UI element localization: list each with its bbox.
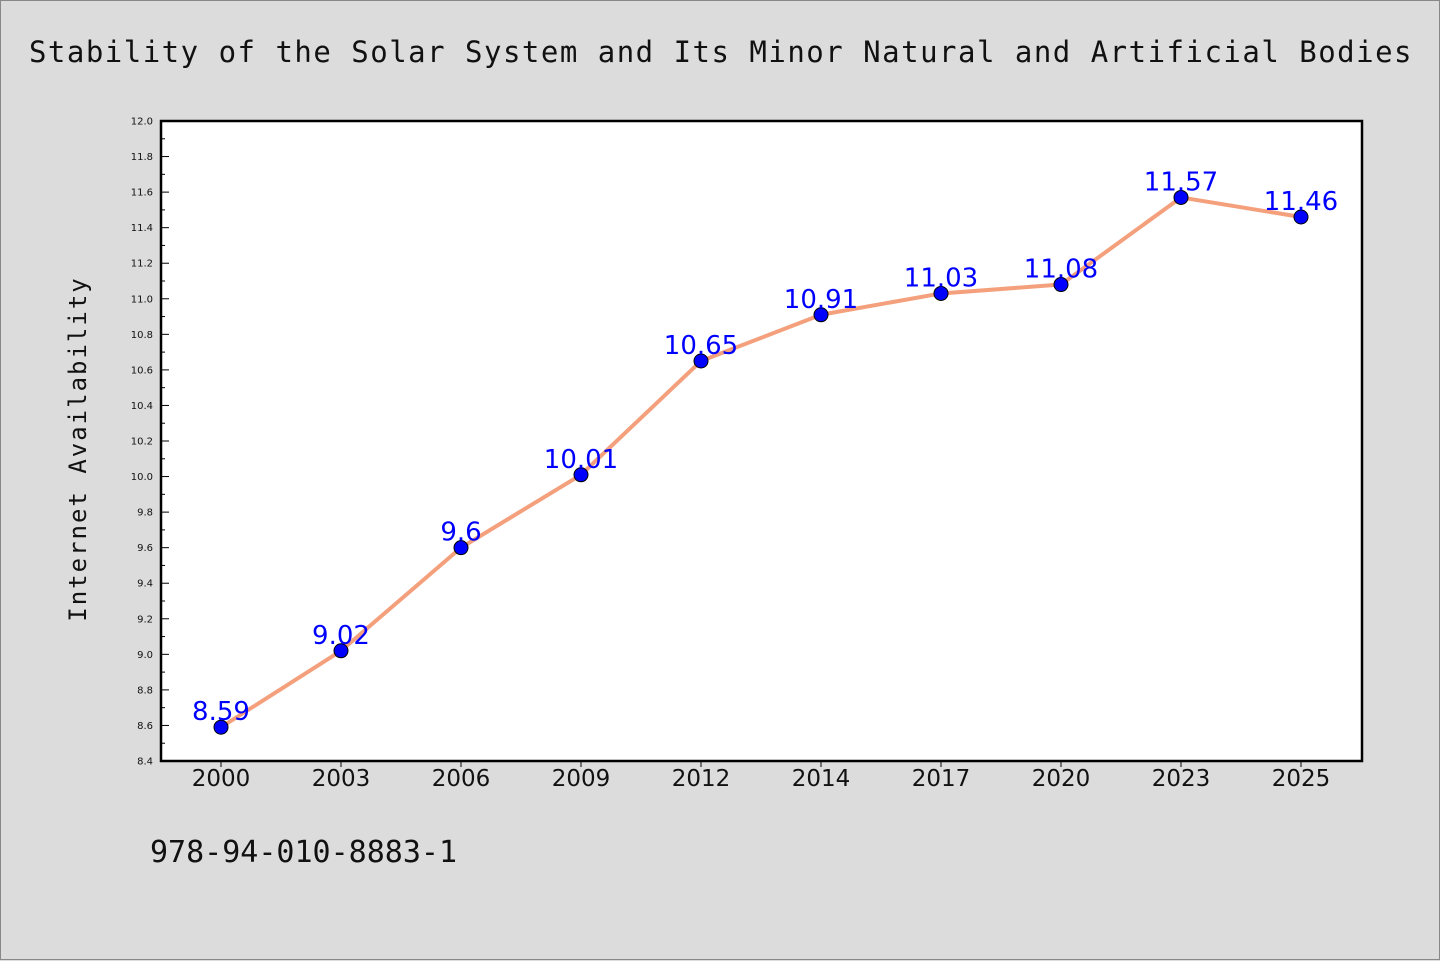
y-tick-label: 9.4 — [137, 579, 153, 590]
chart-title: Stability of the Solar System and Its Mi… — [28, 35, 1414, 69]
data-point — [1293, 209, 1309, 225]
y-axis: 8.4 8.6 8.8 9.0 9.2 9.4 9.6 9.8 10.0 10.2 10.4 10.6… — [131, 117, 169, 768]
data-point — [1053, 277, 1069, 293]
y-tick-label: 11.4 — [131, 223, 153, 234]
y-axis-title: Internet Availability — [64, 276, 92, 621]
x-tick-label: 2012 — [672, 766, 731, 792]
x-tick-label: 2003 — [312, 766, 371, 792]
y-tick-label: 10.2 — [131, 437, 153, 448]
data-point — [933, 285, 949, 301]
series-group: 8.59 9.02 9.6 10.01 10.65 10.91 11.03 11.08 11.5… — [192, 167, 1338, 735]
y-tick-label: 9.0 — [137, 650, 153, 661]
series-line — [219, 195, 1303, 730]
data-point — [1173, 189, 1189, 205]
y-tick-label: 8.4 — [137, 757, 153, 768]
y-tick-label: 10.4 — [131, 401, 153, 412]
x-tick-label: 2020 — [1032, 766, 1091, 792]
x-tick-label: 2006 — [432, 766, 491, 792]
y-tick-label: 9.8 — [137, 508, 153, 519]
x-tick-label: 2014 — [792, 766, 851, 792]
y-tick-label: 11.8 — [131, 152, 153, 163]
data-label: 11.57 — [1144, 167, 1218, 197]
x-tick-label: 2000 — [192, 766, 251, 792]
data-label: 11.03 — [904, 263, 978, 293]
data-label: 9.6 — [440, 518, 481, 548]
x-tick-label: 2009 — [552, 766, 611, 792]
y-tick-label: 11.0 — [131, 294, 153, 305]
x-tick-label: 2023 — [1152, 766, 1211, 792]
data-point — [453, 540, 469, 556]
data-point — [813, 307, 829, 323]
data-label: 8.59 — [192, 697, 250, 727]
y-tick-label: 11.2 — [131, 259, 153, 270]
data-label: 11.46 — [1264, 187, 1338, 217]
data-point — [213, 719, 229, 735]
y-tick-label: 8.6 — [137, 721, 153, 732]
data-point — [333, 643, 349, 659]
y-tick-label: 10.8 — [131, 330, 153, 341]
data-point — [573, 467, 589, 483]
x-axis: 2000 2003 2006 2009 2012 2014 2017 2020 2023 2025 — [192, 761, 1331, 792]
data-label: 10.01 — [544, 445, 618, 475]
y-tick-label: 9.2 — [137, 614, 153, 625]
data-label: 9.02 — [312, 621, 370, 651]
data-point — [693, 353, 709, 369]
data-label: 10.91 — [784, 285, 858, 315]
y-tick-label: 12.0 — [131, 117, 153, 128]
y-tick-label: 11.6 — [131, 188, 153, 199]
y-tick-label: 8.8 — [137, 685, 153, 696]
footer-identifier: 978-94-010-8883-1 — [150, 835, 458, 870]
y-tick-label: 9.6 — [137, 543, 153, 554]
x-tick-label: 2017 — [912, 766, 971, 792]
y-tick-label: 10.0 — [131, 472, 153, 483]
plot-area — [159, 119, 1364, 763]
data-label: 10.65 — [664, 331, 738, 361]
data-label: 11.08 — [1024, 255, 1098, 285]
x-tick-label: 2025 — [1272, 766, 1331, 792]
y-tick-label: 10.6 — [131, 365, 153, 376]
